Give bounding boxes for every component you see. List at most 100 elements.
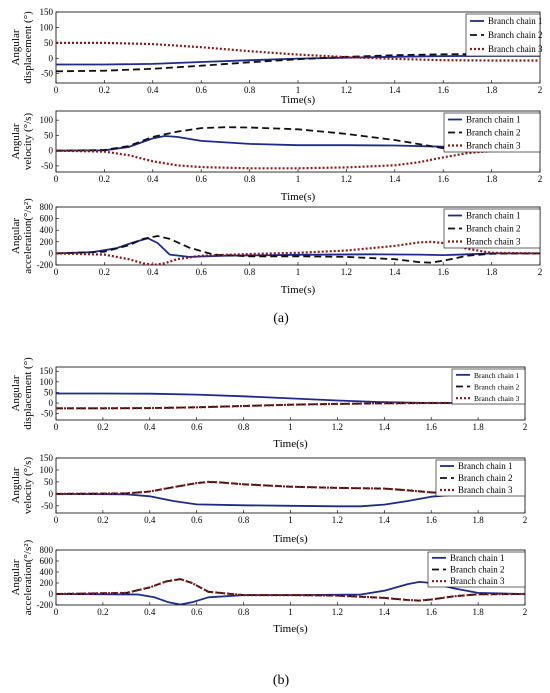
- x-tick-label: 1: [296, 85, 301, 95]
- x-tick-label: 0.6: [191, 607, 203, 617]
- y-tick-label: -200: [37, 260, 54, 270]
- x-axis-label: Time(s): [281, 284, 316, 296]
- legend-label-branch-chain-2: Branch chain 2: [488, 30, 542, 40]
- legend-label-branch-chain-3: Branch chain 3: [458, 485, 513, 495]
- x-tick-label: 1.8: [472, 515, 484, 525]
- x-tick-label: 0.4: [147, 174, 159, 184]
- y-tick-label: 0: [49, 53, 54, 63]
- x-tick-label: 2: [538, 174, 543, 184]
- x-tick-label: 1.4: [379, 607, 391, 617]
- x-tick-label: 1.6: [438, 85, 450, 95]
- y-tick-label: 0: [49, 489, 54, 499]
- y-axis-label-line-1: Angular: [10, 467, 22, 503]
- legend-label-branch-chain-1: Branch chain 1: [488, 16, 542, 26]
- x-tick-label: 0.6: [191, 422, 203, 432]
- series-line-branch-chain-3: [56, 240, 540, 265]
- y-tick-label: 0: [49, 589, 54, 599]
- y-axis-label-line-2: acceleration(°/s²): [22, 539, 34, 615]
- x-tick-label: 0.6: [196, 267, 208, 277]
- chart-panel: 0 0.2 0.4 0.6 0.8 1 1.2 1.4 1.6 1.8 2-200020040060…: [10, 198, 542, 296]
- legend-label-branch-chain-3: Branch chain 3: [474, 394, 520, 403]
- x-tick-label: 1.4: [389, 174, 401, 184]
- x-tick-label: 1.2: [332, 607, 343, 617]
- y-tick-label: 800: [40, 202, 54, 212]
- x-tick-label: 1: [288, 607, 293, 617]
- y-axis-label-line-2: displacement (°): [22, 11, 34, 84]
- y-tick-label: -200: [37, 600, 54, 610]
- x-tick-label: 0.8: [244, 267, 256, 277]
- legend-label-branch-chain-3: Branch chain 3: [466, 237, 521, 247]
- y-tick-label: 150: [40, 7, 54, 17]
- chart-panel: 0 0.2 0.4 0.6 0.8 1 1.2 1.4 1.6 1.8 2-50050100Time…: [10, 110, 543, 203]
- y-tick-label: 50: [44, 130, 54, 140]
- x-tick-label: 0.4: [147, 85, 159, 95]
- x-tick-label: 1.8: [486, 174, 498, 184]
- legend-label-branch-chain-3: Branch chain 3: [450, 576, 505, 586]
- x-tick-label: 1: [296, 267, 301, 277]
- y-tick-label: 400: [40, 567, 54, 577]
- x-tick-label: 0.2: [97, 515, 108, 525]
- legend-label-branch-chain-2: Branch chain 2: [458, 473, 512, 483]
- x-axis-label: Time(s): [281, 94, 316, 106]
- y-tick-label: -50: [41, 409, 53, 419]
- chart-panel: 0 0.2 0.4 0.6 0.8 1 1.2 1.4 1.6 1.8 2-50050100150T…: [10, 357, 527, 450]
- y-axis-label-line-2: velocity (°/s): [22, 457, 34, 515]
- series-line-branch-chain-2: [56, 53, 540, 73]
- x-tick-label: 0: [54, 515, 59, 525]
- x-axis-label: Time(s): [273, 533, 308, 545]
- x-tick-label: 1.6: [426, 607, 438, 617]
- caption-b: (b): [273, 673, 290, 688]
- series-line-branch-chain-3: [56, 41, 540, 62]
- x-tick-label: 1.2: [341, 267, 352, 277]
- y-tick-label: 100: [40, 22, 54, 32]
- x-tick-label: 1.4: [389, 85, 401, 95]
- x-tick-label: 0.8: [238, 515, 250, 525]
- x-tick-label: 0: [54, 85, 59, 95]
- y-tick-label: 50: [44, 477, 54, 487]
- y-tick-label: 50: [44, 38, 54, 48]
- y-axis-label-line-1: Angular: [10, 218, 22, 254]
- chart-panel: 0 0.2 0.4 0.6 0.8 1 1.2 1.4 1.6 1.8 2-50050100150T…: [10, 7, 543, 106]
- y-axis-label-line-1: Angular: [10, 123, 22, 159]
- y-tick-label: 50: [44, 387, 54, 397]
- y-tick-label: 400: [40, 225, 54, 235]
- series-line-branch-chain-3: [56, 578, 525, 602]
- x-tick-label: 0.4: [144, 422, 156, 432]
- x-tick-label: 0: [54, 422, 59, 432]
- x-tick-label: 0: [54, 607, 59, 617]
- chart-panel: 0 0.2 0.4 0.6 0.8 1 1.2 1.4 1.6 1.8 2-200020040060…: [10, 539, 527, 635]
- x-tick-label: 0.4: [144, 607, 156, 617]
- x-tick-label: 2: [523, 607, 528, 617]
- x-tick-label: 1.6: [438, 267, 450, 277]
- x-tick-label: 1.2: [332, 515, 343, 525]
- legend-label-branch-chain-1: Branch chain 1: [466, 115, 520, 125]
- x-tick-label: 0.2: [99, 85, 110, 95]
- x-tick-label: 0.4: [144, 515, 156, 525]
- x-tick-label: 1: [296, 174, 301, 184]
- x-tick-label: 0.2: [99, 174, 110, 184]
- y-tick-label: 800: [40, 545, 54, 555]
- y-tick-label: -50: [41, 69, 53, 79]
- x-tick-label: 1: [288, 515, 293, 525]
- y-tick-label: -50: [41, 161, 53, 171]
- series-line-branch-chain-2: [56, 235, 540, 264]
- legend-label-branch-chain-2: Branch chain 2: [450, 565, 504, 575]
- x-tick-label: 0.8: [244, 174, 256, 184]
- legend-label-branch-chain-1: Branch chain 1: [466, 211, 520, 221]
- x-tick-label: 1.8: [486, 267, 498, 277]
- y-tick-label: 0: [49, 248, 54, 258]
- series-line-branch-chain-2: [56, 402, 525, 410]
- y-tick-label: 600: [40, 214, 54, 224]
- x-tick-label: 0.2: [97, 607, 108, 617]
- x-axis-label: Time(s): [281, 191, 316, 203]
- x-tick-label: 1.4: [379, 515, 391, 525]
- x-tick-label: 1.4: [389, 267, 401, 277]
- legend-label-branch-chain-1: Branch chain 1: [458, 461, 512, 471]
- y-axis-label-line-1: Angular: [10, 29, 22, 65]
- x-tick-label: 1: [288, 422, 293, 432]
- x-tick-label: 1.8: [472, 607, 484, 617]
- x-tick-label: 2: [523, 515, 528, 525]
- legend-label-branch-chain-2: Branch chain 2: [466, 224, 520, 234]
- y-tick-label: 200: [40, 578, 54, 588]
